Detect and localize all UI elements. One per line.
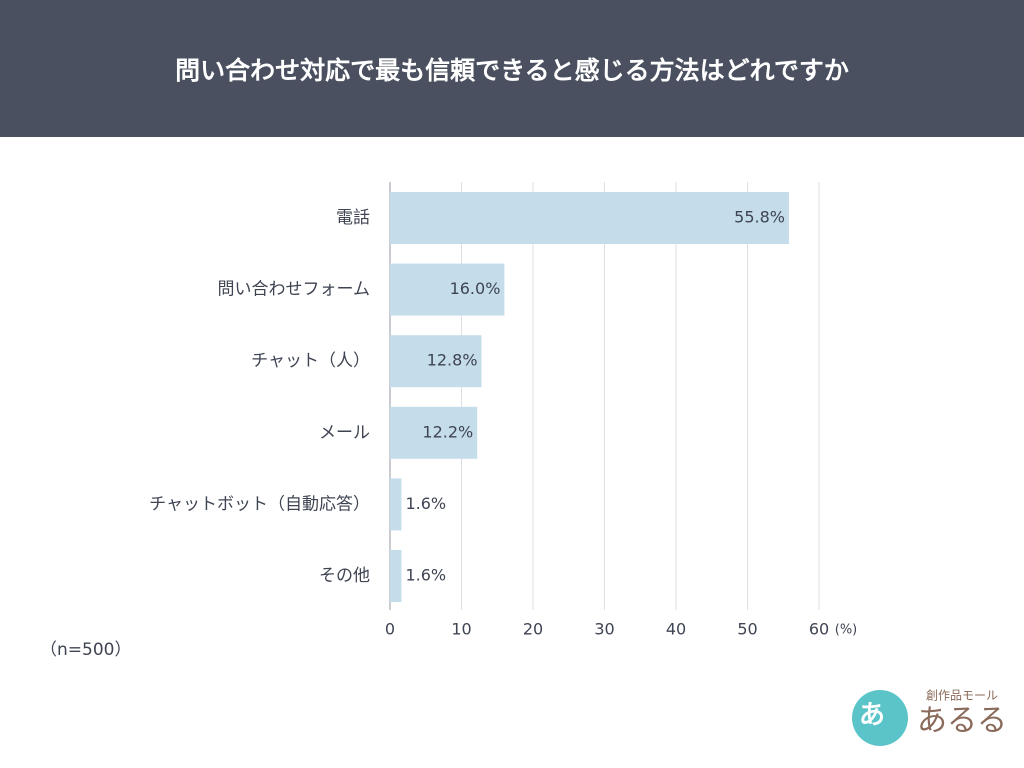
note: （n=500） <box>40 640 131 660</box>
y-tick-label: 電話 <box>336 208 370 228</box>
bar <box>390 335 482 388</box>
logo-mark: あ <box>859 701 885 731</box>
value-label: 12.8% <box>427 351 478 370</box>
x-tick-label: 50 <box>737 620 757 639</box>
y-tick-label: 問い合わせフォーム <box>218 280 371 300</box>
value-label: 55.8% <box>734 208 785 227</box>
bar <box>390 550 402 602</box>
value-label: 1.6% <box>405 494 446 513</box>
x-tick-label: 20 <box>523 620 543 639</box>
value-label: 16.0% <box>450 279 501 298</box>
chart-title: 問い合わせ対応で最も信頼できると感じる方法はどれですか <box>175 56 849 85</box>
x-tick-label: 30 <box>594 620 614 639</box>
logo-circle <box>852 690 908 746</box>
value-label: 12.2% <box>422 422 473 441</box>
x-unit: (%) <box>835 623 858 638</box>
y-tick-label: チャットボット（自動応答） <box>149 494 370 514</box>
x-tick-label: 10 <box>451 620 471 639</box>
y-tick-label: メール <box>319 423 370 443</box>
value-label: 1.6% <box>405 566 446 585</box>
bar <box>390 263 505 316</box>
bar <box>390 478 402 531</box>
logo-tagline: 創作品モール <box>926 689 998 703</box>
bar <box>390 192 789 244</box>
header-band <box>0 0 1024 137</box>
y-tick-label: その他 <box>319 566 370 586</box>
logo-name: あるる <box>917 704 1007 739</box>
logo: あ 創作品モール あるる <box>852 689 1007 746</box>
x-tick-label: 0 <box>385 620 395 639</box>
x-tick-label: 60 <box>809 620 829 639</box>
bar <box>390 406 478 459</box>
x-tick-label: 40 <box>666 620 686 639</box>
y-tick-label: チャット（人） <box>251 351 370 371</box>
